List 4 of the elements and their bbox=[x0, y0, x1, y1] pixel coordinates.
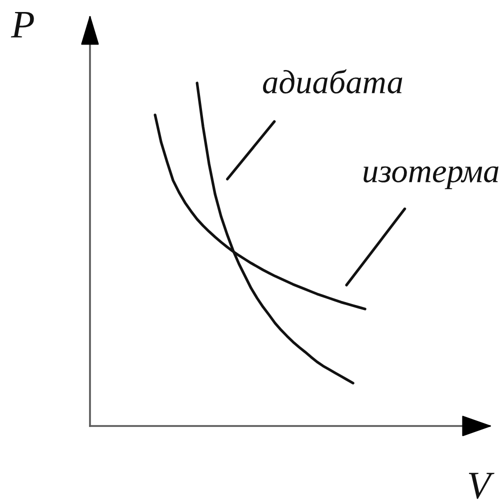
series-label: адиабата bbox=[263, 69, 402, 94]
x-axis-title: V bbox=[468, 472, 494, 499]
text: изотерма bbox=[364, 166, 498, 190]
y-axis-title: P bbox=[10, 12, 34, 38]
